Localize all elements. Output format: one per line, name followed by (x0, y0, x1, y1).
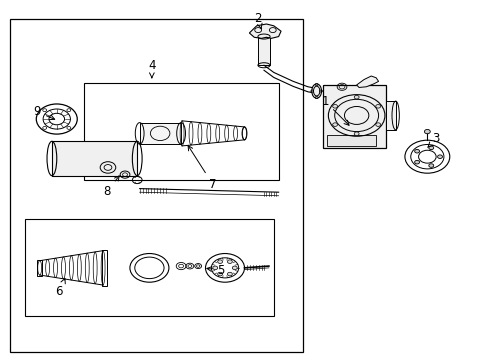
Circle shape (375, 123, 380, 126)
Circle shape (217, 260, 222, 264)
Text: 8: 8 (103, 176, 119, 198)
Bar (385, 101, 395, 130)
Bar (25, 220, 273, 316)
Circle shape (332, 123, 337, 126)
Bar (52, 141, 137, 176)
Polygon shape (249, 24, 281, 39)
Text: 5: 5 (206, 264, 224, 277)
Circle shape (424, 130, 429, 134)
Circle shape (428, 146, 433, 150)
Circle shape (414, 160, 419, 164)
Circle shape (212, 266, 217, 270)
Circle shape (414, 149, 419, 153)
Bar (140, 123, 181, 144)
Circle shape (332, 104, 337, 108)
Circle shape (227, 272, 232, 276)
Polygon shape (356, 76, 378, 87)
Bar (10, 19, 303, 352)
Circle shape (217, 272, 222, 276)
Circle shape (227, 260, 232, 264)
Bar (257, 37, 269, 65)
Circle shape (428, 164, 433, 167)
Text: 1: 1 (321, 95, 348, 125)
Text: 7: 7 (188, 145, 216, 191)
Bar (83, 83, 278, 180)
Circle shape (232, 266, 237, 270)
Bar (37, 260, 41, 276)
Bar (102, 250, 106, 286)
Text: 3: 3 (427, 132, 439, 147)
Circle shape (375, 104, 380, 108)
Text: 4: 4 (148, 59, 155, 78)
Text: 2: 2 (254, 12, 262, 28)
Text: 9: 9 (34, 105, 55, 120)
Text: 6: 6 (55, 279, 65, 298)
Circle shape (353, 95, 358, 99)
Bar (327, 135, 375, 146)
Circle shape (353, 132, 358, 135)
Bar (322, 85, 385, 148)
Ellipse shape (311, 84, 321, 98)
Circle shape (437, 155, 442, 158)
